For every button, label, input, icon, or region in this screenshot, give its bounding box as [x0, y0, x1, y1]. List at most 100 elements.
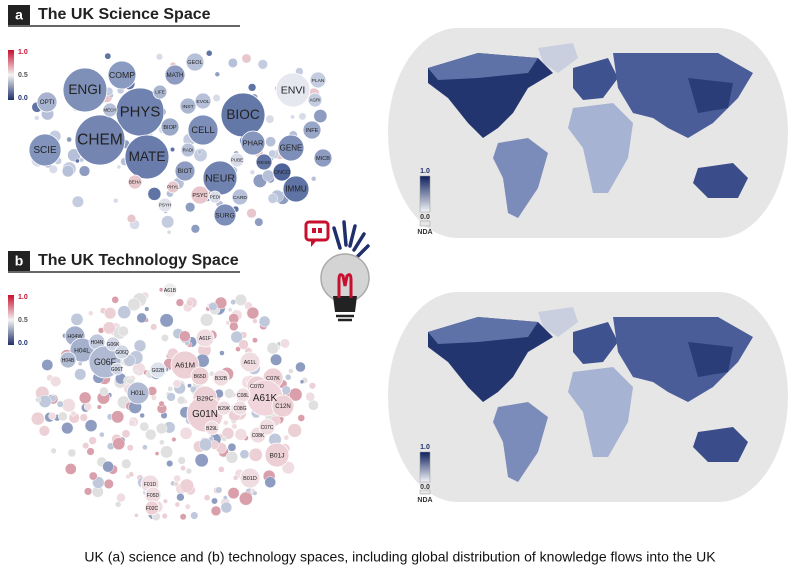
node-label: C08L — [237, 393, 249, 399]
node-label: AGRI — [309, 98, 320, 103]
node-label: B01D — [243, 476, 257, 482]
filler-bubble — [219, 350, 225, 356]
filler-bubble — [75, 158, 80, 164]
filler-bubble — [215, 486, 223, 494]
node-bubble — [282, 175, 310, 203]
filler-bubble — [283, 434, 290, 441]
filler-bubble — [179, 513, 187, 521]
filler-bubble — [134, 513, 139, 518]
filler-bubble — [266, 342, 279, 355]
filler-bubble — [88, 436, 97, 445]
filler-bubble — [41, 359, 54, 371]
filler-bubble — [79, 413, 88, 422]
node-label: NEUR — [205, 172, 235, 184]
caption: UK (a) science and (b) technology spaces… — [84, 549, 716, 565]
filler-bubble — [258, 315, 271, 328]
filler-bubble — [239, 449, 250, 460]
filler-bubble — [279, 338, 290, 349]
filler-bubble — [311, 176, 317, 182]
node-label: OPTI — [40, 99, 55, 106]
filler-bubble — [144, 306, 150, 312]
node-bubble — [232, 400, 248, 416]
node-label: PSYC — [192, 193, 207, 199]
filler-bubble — [48, 412, 57, 421]
node-bubble — [271, 394, 295, 418]
filler-bubble — [78, 391, 92, 405]
filler-bubble — [126, 213, 137, 224]
node-label: CARD — [233, 195, 247, 201]
filler-bubble — [235, 346, 241, 352]
node-label: INST — [182, 104, 193, 110]
node-label: SURG — [215, 212, 235, 219]
node-label: ENGI — [68, 82, 101, 97]
filler-bubble — [246, 306, 260, 320]
filler-bubble — [111, 410, 125, 424]
node-bubble — [107, 60, 137, 90]
map-scale — [419, 175, 431, 213]
filler-bubble — [268, 149, 277, 158]
node-label: G02B — [152, 368, 165, 374]
node-label: MICB — [316, 156, 330, 162]
filler-bubble — [171, 436, 177, 443]
scale-label: 0.5 — [18, 72, 28, 79]
filler-bubble — [154, 451, 160, 456]
filler-bubble — [116, 492, 126, 503]
map-scale-label: 0.0 — [420, 484, 430, 491]
filler-bubble — [227, 58, 238, 68]
node-bubble — [272, 162, 292, 182]
filler-bubble — [208, 301, 218, 312]
filler-bubble — [265, 136, 276, 148]
filler-bubble — [86, 447, 95, 456]
node-bubble — [62, 67, 108, 113]
panel-letter: a — [15, 7, 23, 23]
node-bubble — [240, 130, 266, 156]
filler-bubble — [121, 429, 131, 439]
node-bubble — [179, 97, 197, 115]
node-bubble — [255, 153, 273, 171]
filler-bubble — [104, 307, 117, 320]
map-scale-label: 1.0 — [420, 444, 430, 451]
node-label: GEOL — [187, 60, 203, 66]
node-label: C08K — [252, 433, 265, 439]
node-bubble — [162, 282, 178, 298]
node-label: MECH — [103, 108, 116, 113]
node-label: B29C — [197, 395, 214, 402]
node-label: A61M — [175, 361, 195, 370]
filler-bubble — [82, 442, 90, 450]
filler-bubble — [298, 112, 307, 121]
filler-bubble — [186, 299, 194, 307]
filler-bubble — [126, 444, 134, 452]
filler-bubble — [267, 193, 279, 204]
filler-bubble — [252, 337, 258, 344]
node-bubble — [216, 400, 232, 416]
filler-bubble — [173, 474, 181, 483]
filler-bubble — [176, 493, 185, 502]
node-label: H04B — [62, 358, 75, 364]
filler-bubble — [203, 494, 211, 501]
filler-bubble — [88, 310, 94, 316]
node-label: GENE — [280, 144, 303, 153]
node-label: H04L — [74, 347, 90, 354]
filler-bubble — [257, 59, 268, 70]
filler-bubble — [313, 109, 328, 123]
filler-bubble — [187, 383, 192, 389]
node-label: ENVI — [281, 84, 306, 96]
node-bubble — [213, 203, 237, 227]
filler-bubble — [224, 388, 235, 399]
filler-bubble — [194, 453, 209, 468]
filler-bubble — [104, 52, 112, 60]
filler-bubble — [139, 412, 145, 419]
filler-bubble — [61, 165, 75, 178]
filler-bubble — [179, 330, 191, 343]
node-label: ONCO — [274, 170, 291, 176]
node-label: C07D — [250, 384, 264, 390]
node-label: G06Q — [115, 350, 128, 356]
filler-bubble — [264, 476, 277, 489]
node-label: LIFE — [155, 90, 165, 95]
node-label: B29L — [206, 426, 218, 432]
node-label: C08G — [233, 406, 246, 412]
filler-bubble — [227, 487, 240, 500]
node-bubble — [204, 420, 220, 436]
